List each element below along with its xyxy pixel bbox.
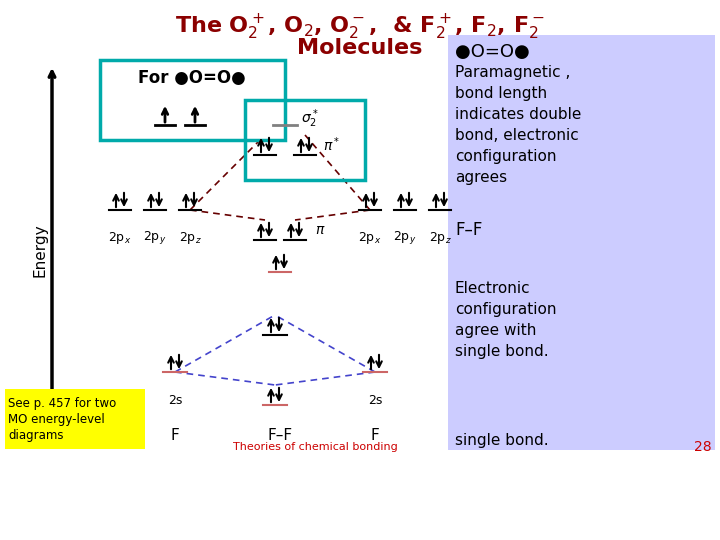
Text: 2p$_z$: 2p$_z$ <box>179 230 202 246</box>
Text: 2p$_y$: 2p$_y$ <box>143 230 166 246</box>
Text: F–F: F–F <box>455 221 482 239</box>
Text: 2s: 2s <box>368 394 382 407</box>
Text: 2p$_x$: 2p$_x$ <box>359 230 382 246</box>
Text: 28: 28 <box>694 440 712 454</box>
Text: Paramagnetic ,
bond length
indicates double
bond, electronic
configuration
agree: Paramagnetic , bond length indicates dou… <box>455 65 581 185</box>
Text: Theories of chemical bonding: Theories of chemical bonding <box>233 442 397 452</box>
Bar <box>100 60 285 140</box>
Text: Molecules: Molecules <box>297 38 423 58</box>
Text: The O$_2^+$, O$_2$, O$_2^-$,  & F$_2^+$, F$_2$, F$_2^-$: The O$_2^+$, O$_2$, O$_2^-$, & F$_2^+$, … <box>175 12 545 42</box>
Text: See p. 457 for two
MO energy-level
diagrams: See p. 457 for two MO energy-level diagr… <box>8 397 116 442</box>
Bar <box>5 389 145 449</box>
Text: 2s: 2s <box>168 394 182 407</box>
Text: $\pi^*$: $\pi^*$ <box>323 136 341 154</box>
Text: $\pi$: $\pi$ <box>315 223 325 237</box>
Text: F: F <box>171 428 179 442</box>
Text: ●O=O●: ●O=O● <box>455 43 530 61</box>
Text: F: F <box>371 428 379 442</box>
Bar <box>448 35 715 450</box>
Text: $\sigma_2^*$: $\sigma_2^*$ <box>301 107 319 130</box>
Text: Energy: Energy <box>32 223 48 277</box>
Bar <box>245 100 365 180</box>
Text: For ●O=O●: For ●O=O● <box>138 69 246 87</box>
Text: Electronic
configuration
agree with
single bond.: Electronic configuration agree with sing… <box>455 281 557 359</box>
Text: 2p$_z$: 2p$_z$ <box>428 230 451 246</box>
Text: 2p$_x$: 2p$_x$ <box>109 230 132 246</box>
Text: F–F: F–F <box>267 428 292 442</box>
Text: single bond.: single bond. <box>455 433 549 448</box>
Text: 2p$_y$: 2p$_y$ <box>393 230 417 246</box>
